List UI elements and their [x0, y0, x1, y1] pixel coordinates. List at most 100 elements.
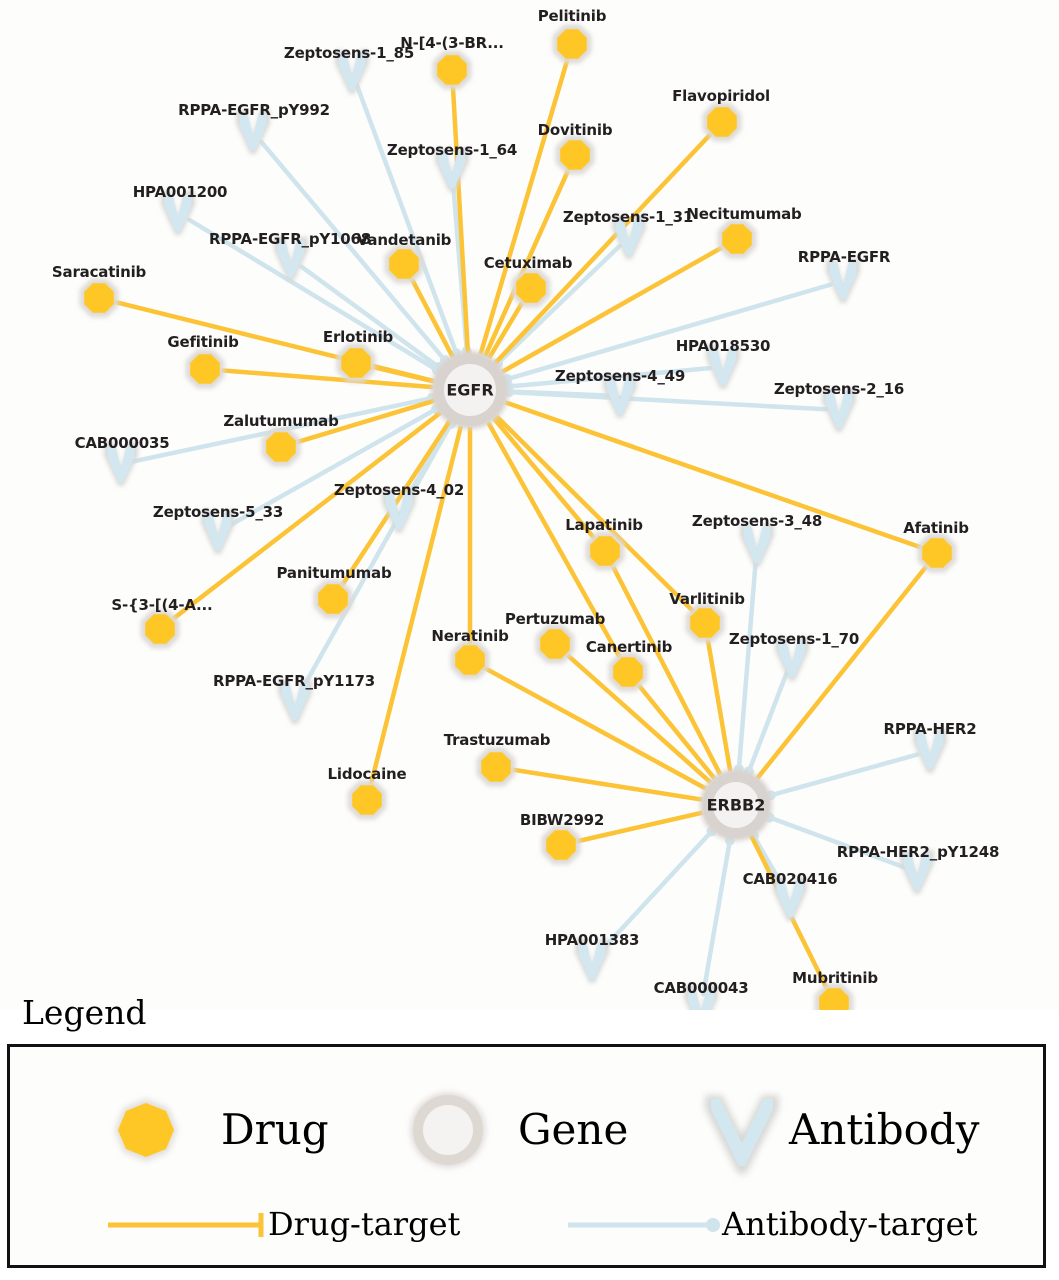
legend-gene-icon: [411, 1093, 485, 1167]
antibody-node-shape: [107, 445, 135, 483]
antibody-node-shape: [606, 377, 634, 415]
drug-node[interactable]: [917, 533, 957, 573]
drug-target-edge: [486, 421, 624, 661]
antibody-node[interactable]: [775, 637, 809, 681]
antibody-node[interactable]: [435, 148, 469, 192]
antibody-node[interactable]: [740, 523, 774, 567]
antibody-node[interactable]: [684, 985, 718, 1010]
drug-node-label: Panitumumab: [276, 564, 392, 582]
drug-node[interactable]: [535, 624, 575, 664]
antibody-target-edge: [299, 421, 454, 693]
antibody-target-edge: [299, 264, 441, 370]
gene-node[interactable]: [431, 351, 509, 429]
drug-target-edge: [509, 766, 703, 802]
gene-node-label: ERBB2: [706, 795, 766, 815]
antibody-node[interactable]: [236, 110, 270, 154]
drug-target-edge: [478, 56, 571, 356]
antibody-node[interactable]: [201, 510, 235, 554]
drug-node[interactable]: [585, 531, 625, 571]
drug-node-label: Afatinib: [903, 519, 969, 537]
drug-node[interactable]: [347, 780, 387, 820]
antibody-target-edge: [768, 752, 920, 798]
legend-box: Drug Gene Antibody Drug-target Antibody-…: [7, 1044, 1046, 1268]
antibody-node-label: Zeptosens-4_02: [333, 481, 465, 499]
drug-node[interactable]: [384, 244, 424, 284]
antibody-target-edge: [354, 81, 459, 356]
antibody-node[interactable]: [826, 259, 860, 303]
drug-node-shape: [590, 536, 620, 566]
antibody-node[interactable]: [822, 388, 856, 432]
antibody-target-edge: [506, 389, 829, 412]
gene-node-core: [713, 782, 759, 828]
drug-node[interactable]: [552, 24, 592, 64]
antibody-node-shape: [204, 513, 232, 551]
antibody-node[interactable]: [900, 850, 934, 894]
drug-node-shape: [352, 785, 382, 815]
drug-target-edge: [368, 425, 464, 787]
drug-node-label: Varlitinib: [669, 590, 745, 608]
antibody-node[interactable]: [274, 237, 308, 281]
drug-target-edge: [483, 166, 572, 358]
drug-node-label: Canertinib: [585, 638, 673, 656]
antibody-node[interactable]: [612, 215, 646, 259]
legend-label-gene: Gene: [518, 1105, 629, 1154]
antibody-node[interactable]: [773, 877, 807, 921]
antibody-target-edge: [746, 668, 790, 774]
drug-node[interactable]: [336, 343, 376, 383]
drug-node[interactable]: [261, 427, 301, 467]
drug-target-edge: [492, 416, 598, 542]
antibody-node-label: CAB000035: [74, 434, 170, 452]
drug-target-edge: [450, 83, 471, 354]
drug-node[interactable]: [702, 102, 742, 142]
antibody-node-label: Zeptosens-3_48: [691, 512, 823, 530]
drug-node[interactable]: [717, 219, 757, 259]
antibody-node-label: HPA018530: [675, 337, 771, 355]
antibody-node[interactable]: [706, 345, 740, 389]
drug-node-shape: [922, 538, 952, 568]
antibody-target-edge: [495, 243, 622, 366]
drug-node-shape: [389, 249, 419, 279]
antibody-node-shape: [776, 880, 804, 918]
drug-node[interactable]: [476, 747, 516, 787]
drug-target-edge: [705, 636, 733, 772]
drug-node-shape: [341, 348, 371, 378]
antibody-node-label: Zeptosens-1_85: [283, 44, 415, 62]
antibody-node-shape: [615, 218, 643, 256]
antibody-node[interactable]: [575, 939, 609, 983]
drug-target-edge: [487, 298, 526, 360]
drug-node[interactable]: [140, 609, 180, 649]
antibody-node-label: Zeptosens-2_16: [773, 380, 905, 398]
drug-node[interactable]: [432, 50, 472, 90]
drug-node[interactable]: [185, 349, 225, 389]
antibody-node[interactable]: [913, 729, 947, 773]
antibody-target-edge: [505, 282, 833, 382]
antibody-node[interactable]: [335, 50, 369, 94]
drug-target-edge: [218, 367, 434, 390]
antibody-node[interactable]: [382, 489, 416, 533]
drug-node-shape: [560, 140, 590, 170]
drug-node-label: Dovitinib: [537, 121, 613, 139]
drug-target-edge: [563, 651, 713, 785]
drug-node-label: Neratinib: [431, 627, 509, 645]
drug-node[interactable]: [541, 825, 581, 865]
drug-node[interactable]: [608, 652, 648, 692]
antibody-node[interactable]: [278, 680, 312, 724]
gene-node[interactable]: [700, 769, 772, 841]
drug-node-label: Gefitinib: [167, 333, 239, 351]
drug-node[interactable]: [313, 579, 353, 619]
antibody-target-edge: [186, 217, 439, 373]
drug-node[interactable]: [814, 983, 854, 1010]
drug-node[interactable]: [511, 268, 551, 308]
drug-node[interactable]: [450, 640, 490, 680]
drug-node[interactable]: [79, 278, 119, 318]
antibody-node[interactable]: [104, 442, 138, 486]
antibody-node[interactable]: [603, 374, 637, 418]
drug-node-label: Zalutumumab: [223, 412, 339, 430]
antibody-target-edge: [227, 406, 439, 528]
drug-target-edge: [755, 562, 931, 780]
drug-node[interactable]: [555, 135, 595, 175]
antibody-node-shape: [239, 113, 267, 151]
antibody-node-label: RPPA-HER2: [883, 720, 977, 738]
antibody-node[interactable]: [161, 191, 195, 235]
drug-node[interactable]: [685, 603, 725, 643]
